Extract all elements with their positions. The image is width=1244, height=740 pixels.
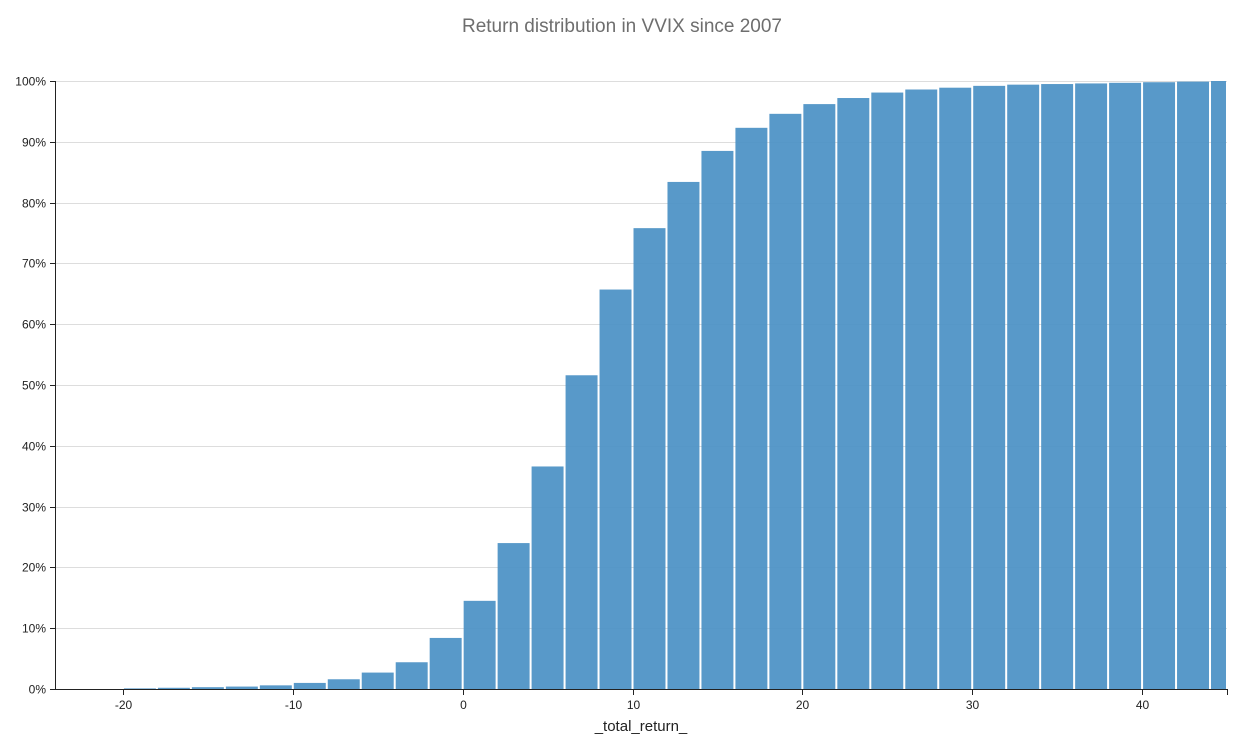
histogram-bar xyxy=(871,92,904,690)
histogram-bar xyxy=(599,289,632,689)
histogram-bar xyxy=(123,688,156,689)
x-tick-label: -10 xyxy=(285,698,303,712)
histogram-bar xyxy=(157,687,190,689)
histogram-bar xyxy=(1075,83,1108,690)
histogram-bar xyxy=(327,679,360,689)
histogram-bar xyxy=(395,662,428,689)
axis-layer: 0% 10% 20% 30% 40% 50% 60% 70% 80% 90% 100% -20 -10 0… xyxy=(15,75,1228,712)
histogram-bar xyxy=(735,127,768,689)
y-tick-label: 90% xyxy=(22,136,46,150)
histogram-bar xyxy=(1007,84,1040,689)
histogram-bar xyxy=(803,104,836,690)
y-tick-label: 20% xyxy=(22,561,46,575)
y-tick-label: 0% xyxy=(29,683,47,697)
histogram-bar xyxy=(293,682,326,689)
y-tick-label: 50% xyxy=(22,379,46,393)
histogram-bar xyxy=(1109,82,1142,689)
bar-layer xyxy=(123,81,1226,690)
histogram-bar xyxy=(1143,82,1176,690)
histogram-bar xyxy=(667,181,700,689)
y-tick-label: 70% xyxy=(22,257,46,271)
histogram-bar xyxy=(259,685,292,689)
y-tick-label: 80% xyxy=(22,197,46,211)
histogram-bar xyxy=(565,375,598,689)
x-axis-title: _total_return_ xyxy=(594,718,688,735)
histogram-bar xyxy=(769,113,802,689)
y-tick-label: 30% xyxy=(22,501,46,515)
y-tick-label: 60% xyxy=(22,318,46,332)
histogram-bar xyxy=(1041,84,1074,690)
histogram-bar xyxy=(463,600,496,689)
histogram-bar xyxy=(361,672,394,689)
histogram-bar xyxy=(225,686,258,689)
histogram-bar xyxy=(701,150,734,690)
x-tick-label: 30 xyxy=(966,698,980,712)
x-tick-label: -20 xyxy=(115,698,133,712)
y-tick-label: 100% xyxy=(15,75,46,89)
histogram-bar xyxy=(1177,81,1210,690)
y-tick-label: 40% xyxy=(22,440,46,454)
histogram-bar xyxy=(429,637,462,689)
histogram-bar xyxy=(633,228,666,689)
x-tick-label: 10 xyxy=(627,698,641,712)
histogram-bar xyxy=(939,87,972,689)
histogram-bar xyxy=(973,85,1006,690)
histogram-bar xyxy=(191,687,224,689)
y-tick-label: 10% xyxy=(22,622,46,636)
histogram-bar xyxy=(837,98,870,689)
x-tick-label: 40 xyxy=(1136,698,1150,712)
histogram-bar xyxy=(1211,81,1226,689)
chart-title: Return distribution in VVIX since 2007 xyxy=(461,16,782,37)
histogram-bar xyxy=(531,466,564,689)
x-tick-label: 20 xyxy=(796,698,810,712)
histogram-bar xyxy=(497,543,530,689)
histogram-bar xyxy=(905,89,938,689)
x-tick-label: 0 xyxy=(460,698,467,712)
